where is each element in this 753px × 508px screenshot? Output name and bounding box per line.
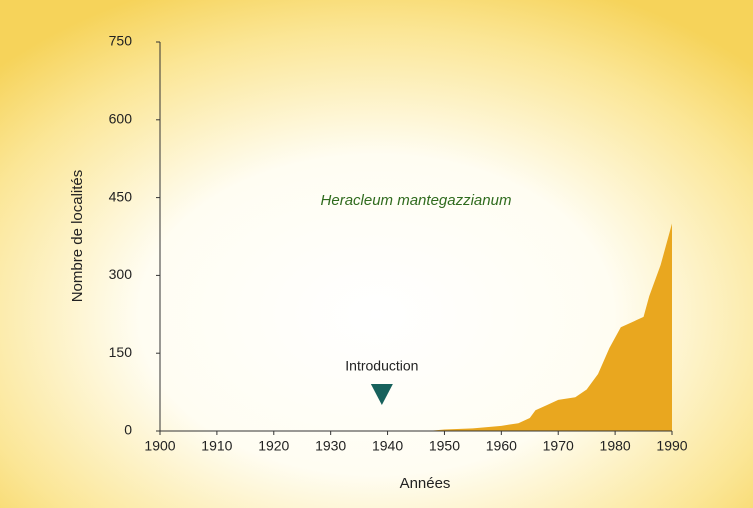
- y-tick-label: 750: [109, 33, 133, 49]
- y-tick-label: 300: [109, 266, 133, 282]
- x-tick-label: 1980: [600, 438, 631, 454]
- x-tick-label: 1950: [429, 438, 460, 454]
- x-tick-label: 1940: [372, 438, 403, 454]
- y-axis-title: Nombre de localités: [69, 170, 86, 303]
- species-name: Heracleum mantegazzianum: [321, 192, 512, 209]
- background: [0, 0, 753, 508]
- x-axis-title: Années: [400, 475, 451, 492]
- y-tick-label: 450: [109, 188, 133, 204]
- chart: Heracleum mantegazzianum Années Nombre d…: [0, 0, 753, 508]
- x-tick-label: 1910: [201, 438, 232, 454]
- y-tick-label: 0: [124, 422, 132, 438]
- annotation-label: Introduction: [345, 358, 418, 374]
- page: Heracleum mantegazzianum Années Nombre d…: [0, 0, 753, 508]
- x-tick-label: 1920: [258, 438, 289, 454]
- x-tick-label: 1900: [144, 438, 175, 454]
- x-tick-label: 1960: [486, 438, 517, 454]
- x-tick-label: 1990: [656, 438, 687, 454]
- y-tick-label: 150: [109, 344, 133, 360]
- x-tick-label: 1970: [543, 438, 574, 454]
- y-tick-label: 600: [109, 111, 133, 127]
- x-tick-label: 1930: [315, 438, 346, 454]
